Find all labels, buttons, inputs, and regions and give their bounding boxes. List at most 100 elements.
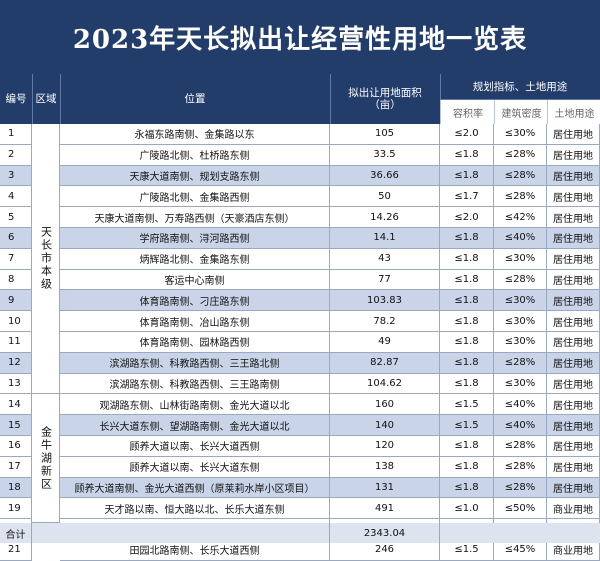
cell-location: 广陵路北侧、金集路西侧 xyxy=(60,186,330,208)
cell-area: 14.26 xyxy=(330,207,440,228)
cell-index: 3 xyxy=(0,165,32,187)
region-cell-tianchang: 天长市本级 xyxy=(32,124,60,395)
cell-use: 居住用地 xyxy=(547,290,600,312)
cell-far: ≤2.0 xyxy=(440,124,494,145)
cell-far: ≤1.8 xyxy=(440,477,494,499)
title-bar: 2023年天长拟出让经营性用地一览表 xyxy=(0,0,600,74)
cell-index: 11 xyxy=(0,332,32,353)
cell-use: 居住用地 xyxy=(547,124,600,145)
cell-density: ≤30% xyxy=(494,373,547,395)
cell-area: 138 xyxy=(330,456,440,478)
table-row: 7 炳辉路北侧、金集路东侧 43 ≤1.8 ≤30% 居住用地 xyxy=(0,248,600,270)
cell-use: 居住用地 xyxy=(547,228,600,249)
header-region: 区域 xyxy=(35,93,57,105)
cell-location: 田园北路南侧、长乐大道西侧 xyxy=(60,540,330,561)
table-row: 19 天才路以南、恒大路以北、长乐大道东侧 491 ≤1.0 ≤50% 商业用地 xyxy=(0,498,600,520)
cell-area: 160 xyxy=(330,394,440,416)
cell-density: ≤30% xyxy=(494,290,547,312)
cell-far: ≤1.8 xyxy=(440,144,494,166)
cell-index: 13 xyxy=(0,373,32,395)
page-title: 2023年天长拟出让经营性用地一览表 xyxy=(72,24,528,55)
cell-index: 9 xyxy=(0,290,32,312)
cell-use: 居住用地 xyxy=(547,248,600,270)
cell-far: ≤1.8 xyxy=(440,228,494,249)
cell-index: 18 xyxy=(0,477,32,499)
cell-density: ≤28% xyxy=(494,456,547,478)
cell-index: 15 xyxy=(0,415,32,436)
cell-area: 104.62 xyxy=(330,373,440,395)
cell-density: ≤30% xyxy=(494,311,547,332)
cell-density: ≤40% xyxy=(494,394,547,416)
cell-density: ≤28% xyxy=(494,269,547,291)
cell-far: ≤1.8 xyxy=(440,311,494,332)
cell-use: 居住用地 xyxy=(547,269,600,291)
cell-use: 商业用地 xyxy=(547,498,600,520)
header-density: 建筑密度 xyxy=(494,100,548,124)
cell-area: 33.5 xyxy=(330,144,440,166)
table-row: 4 广陵路北侧、金集路西侧 50 ≤1.7 ≤28% 居住用地 xyxy=(0,186,600,208)
table-row: 2 广陵路北侧、杜桥路东侧 33.5 ≤1.8 ≤28% 居住用地 xyxy=(0,144,600,166)
cell-index: 6 xyxy=(0,228,32,249)
cell-density: ≤50% xyxy=(494,498,547,520)
table-row: 13 滨湖路东侧、科教路西侧、三王路南侧 104.62 ≤1.8 ≤30% 居住用地 xyxy=(0,373,600,395)
cell-density: ≤45% xyxy=(494,540,547,561)
cell-use: 居住用地 xyxy=(547,456,600,478)
total-blank xyxy=(32,523,330,543)
cell-use: 居住用地 xyxy=(547,373,600,395)
cell-far: ≤1.7 xyxy=(440,186,494,208)
table-row: 5 天康大道南侧、万寿路西侧（天豪酒店东侧） 14.26 ≤2.0 ≤42% 居住用地 xyxy=(0,207,600,228)
cell-use: 商业用地 xyxy=(547,540,600,561)
cell-index: 4 xyxy=(0,186,32,208)
cell-use: 居住用地 xyxy=(547,186,600,208)
cell-index: 8 xyxy=(0,269,32,291)
cell-far: ≤1.8 xyxy=(440,373,494,395)
cell-density: ≤30% xyxy=(494,332,547,353)
cell-index: 1 xyxy=(0,124,32,145)
table-row: 15 长兴大道东侧、望湖路南侧、金光大道以北 140 ≤1.5 ≤40% 居住用地 xyxy=(0,415,600,436)
cell-location: 体育路南侧、园林路西侧 xyxy=(60,332,330,353)
header-planning: 规划指标、土地用途 xyxy=(472,80,568,93)
cell-area: 36.66 xyxy=(330,165,440,187)
cell-area: 140 xyxy=(330,415,440,436)
cell-index: 14 xyxy=(0,394,32,416)
cell-use: 居住用地 xyxy=(547,207,600,228)
region-label: 天长市本级 xyxy=(39,226,53,292)
cell-area: 50 xyxy=(330,186,440,208)
cell-location: 客运中心南侧 xyxy=(60,269,330,291)
total-row: 合计 2343.04 xyxy=(0,523,600,543)
cell-use: 居住用地 xyxy=(547,144,600,166)
header-use: 土地用途 xyxy=(547,100,600,124)
header-area: 拟出让用地面积（亩） xyxy=(348,87,422,111)
cell-use: 居住用地 xyxy=(547,394,600,416)
table-row: 17 顾养大道以南、长兴大道东侧 138 ≤1.8 ≤28% 居住用地 xyxy=(0,456,600,478)
table-row: 10 体育路南侧、冶山路东侧 78.2 ≤1.8 ≤30% 居住用地 xyxy=(0,311,600,332)
cell-use: 居住用地 xyxy=(547,436,600,457)
region-cell-jinniuhu: 金牛湖新区 xyxy=(32,394,60,523)
table-row: 14 观湖路东侧、山林街路南侧、金光大道以北 160 ≤1.5 ≤40% 居住用地 xyxy=(0,394,600,416)
cell-far: ≤1.8 xyxy=(440,332,494,353)
cell-density: ≤42% xyxy=(494,207,547,228)
cell-area: 246 xyxy=(330,540,440,561)
total-label: 合计 xyxy=(0,523,32,543)
cell-use: 居住用地 xyxy=(547,352,600,374)
cell-index: 10 xyxy=(0,311,32,332)
header-location: 位置 xyxy=(184,93,206,105)
cell-index: 19 xyxy=(0,498,32,520)
table-row: 6 学府路南侧、浔河路西侧 14.1 ≤1.8 ≤40% 居住用地 xyxy=(0,228,600,249)
cell-far: ≤2.0 xyxy=(440,207,494,228)
cell-area: 14.1 xyxy=(330,228,440,249)
cell-area: 43 xyxy=(330,248,440,270)
cell-index: 12 xyxy=(0,352,32,374)
cell-far: ≤1.0 xyxy=(440,498,494,520)
cell-area: 49 xyxy=(330,332,440,353)
table-row: 16 顾养大道以南、长兴大道西侧 120 ≤1.8 ≤28% 居住用地 xyxy=(0,436,600,457)
cell-location: 天康大道南侧、规划支路东侧 xyxy=(60,165,330,187)
cell-location: 天才路以南、恒大路以北、长乐大道东侧 xyxy=(60,498,330,520)
cell-far: ≤1.8 xyxy=(440,290,494,312)
cell-location: 滨湖路东侧、科教路西侧、三王路南侧 xyxy=(60,373,330,395)
cell-area: 120 xyxy=(330,436,440,457)
cell-use: 居住用地 xyxy=(547,477,600,499)
cell-far: ≤1.8 xyxy=(440,165,494,187)
cell-far: ≤1.8 xyxy=(440,248,494,270)
cell-far: ≤1.5 xyxy=(440,415,494,436)
